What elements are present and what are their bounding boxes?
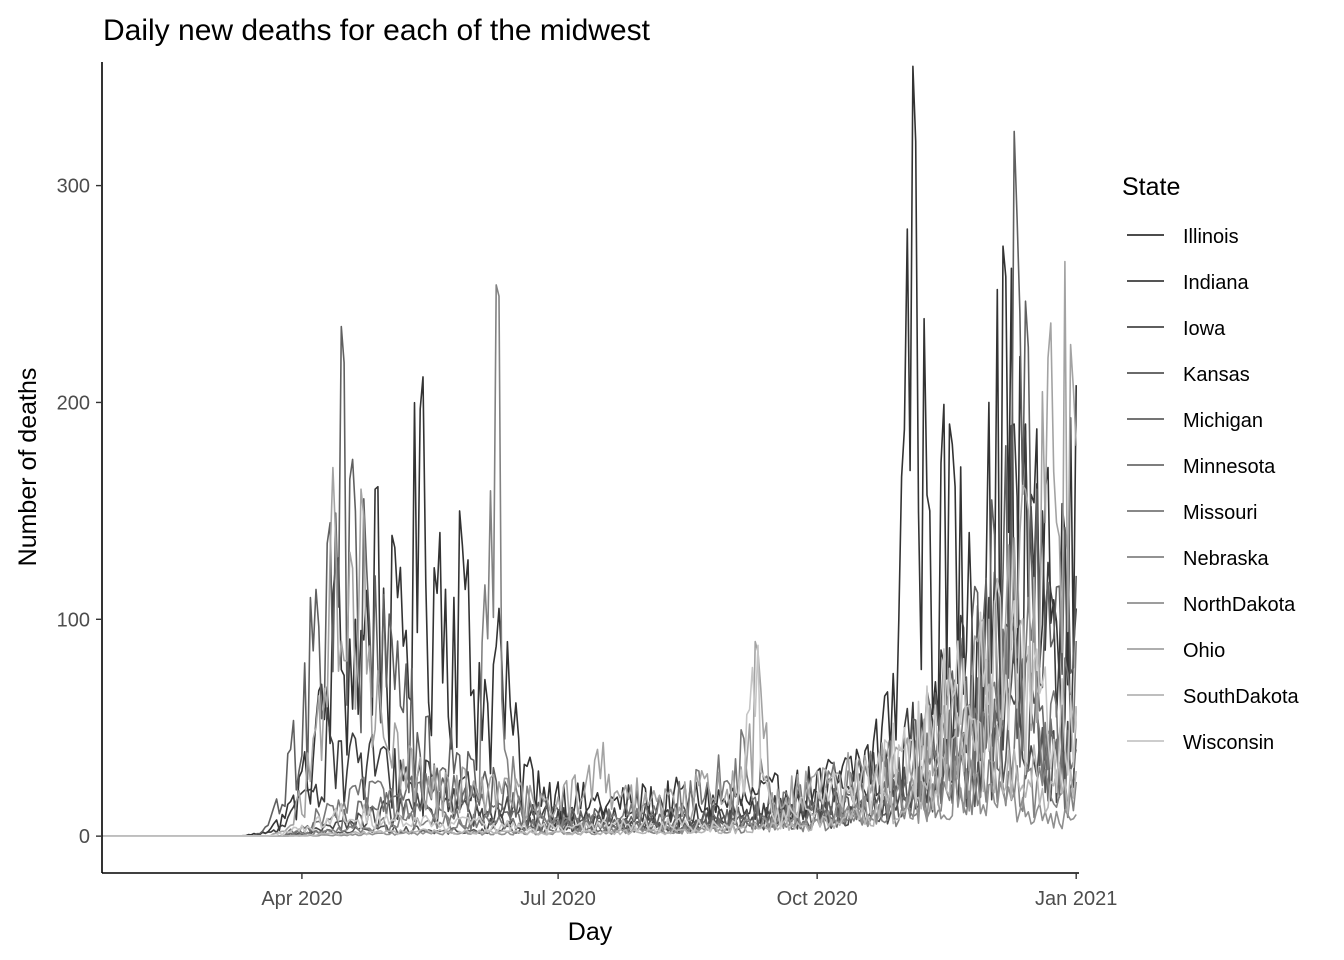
x-axis-title: Day — [568, 918, 613, 946]
x-tick-label: Apr 2020 — [261, 888, 342, 910]
legend-label-indiana: Indiana — [1183, 272, 1249, 294]
legend-title: State — [1122, 173, 1180, 201]
x-tick-label: Oct 2020 — [777, 888, 858, 910]
legend-items: Illinois Indiana Iowa Kansas Michigan Minneso… — [1127, 226, 1300, 754]
series-line-michigan — [102, 130, 1077, 837]
y-tick-label: 300 — [57, 176, 90, 198]
x-tick-label: Jan 2021 — [1035, 888, 1117, 910]
legend-label-michigan: Michigan — [1183, 410, 1263, 432]
legend-label-nebraska: Nebraska — [1183, 548, 1269, 570]
x-axis-ticks: Apr 2020 Jul 2020 Oct 2020 Jan 2021 — [261, 873, 1117, 910]
legend-label-northdakota: NorthDakota — [1183, 594, 1296, 616]
legend-label-southdakota: SouthDakota — [1183, 686, 1300, 708]
legend-label-ohio: Ohio — [1183, 640, 1225, 662]
legend-label-illinois: Illinois — [1183, 226, 1239, 248]
x-tick-label: Jul 2020 — [520, 888, 596, 910]
legend-label-kansas: Kansas — [1183, 364, 1250, 386]
legend-label-iowa: Iowa — [1183, 318, 1226, 340]
legend-label-missouri: Missouri — [1183, 502, 1257, 524]
y-axis-title: Number of deaths — [14, 368, 42, 567]
legend: State Illinois Indiana Iowa Kansas Michigan M… — [1122, 173, 1300, 754]
legend-label-minnesota: Minnesota — [1183, 456, 1276, 478]
legend-label-wisconsin: Wisconsin — [1183, 732, 1274, 754]
y-tick-label: 200 — [57, 392, 90, 414]
y-tick-label: 0 — [79, 826, 90, 848]
y-tick-label: 100 — [57, 609, 90, 631]
y-axis-ticks: 0 100 200 300 — [57, 176, 102, 848]
series-line-wisconsin — [102, 577, 1077, 837]
series-layer — [102, 65, 1077, 837]
chart-title: Daily new deaths for each of the midwest — [103, 14, 651, 47]
